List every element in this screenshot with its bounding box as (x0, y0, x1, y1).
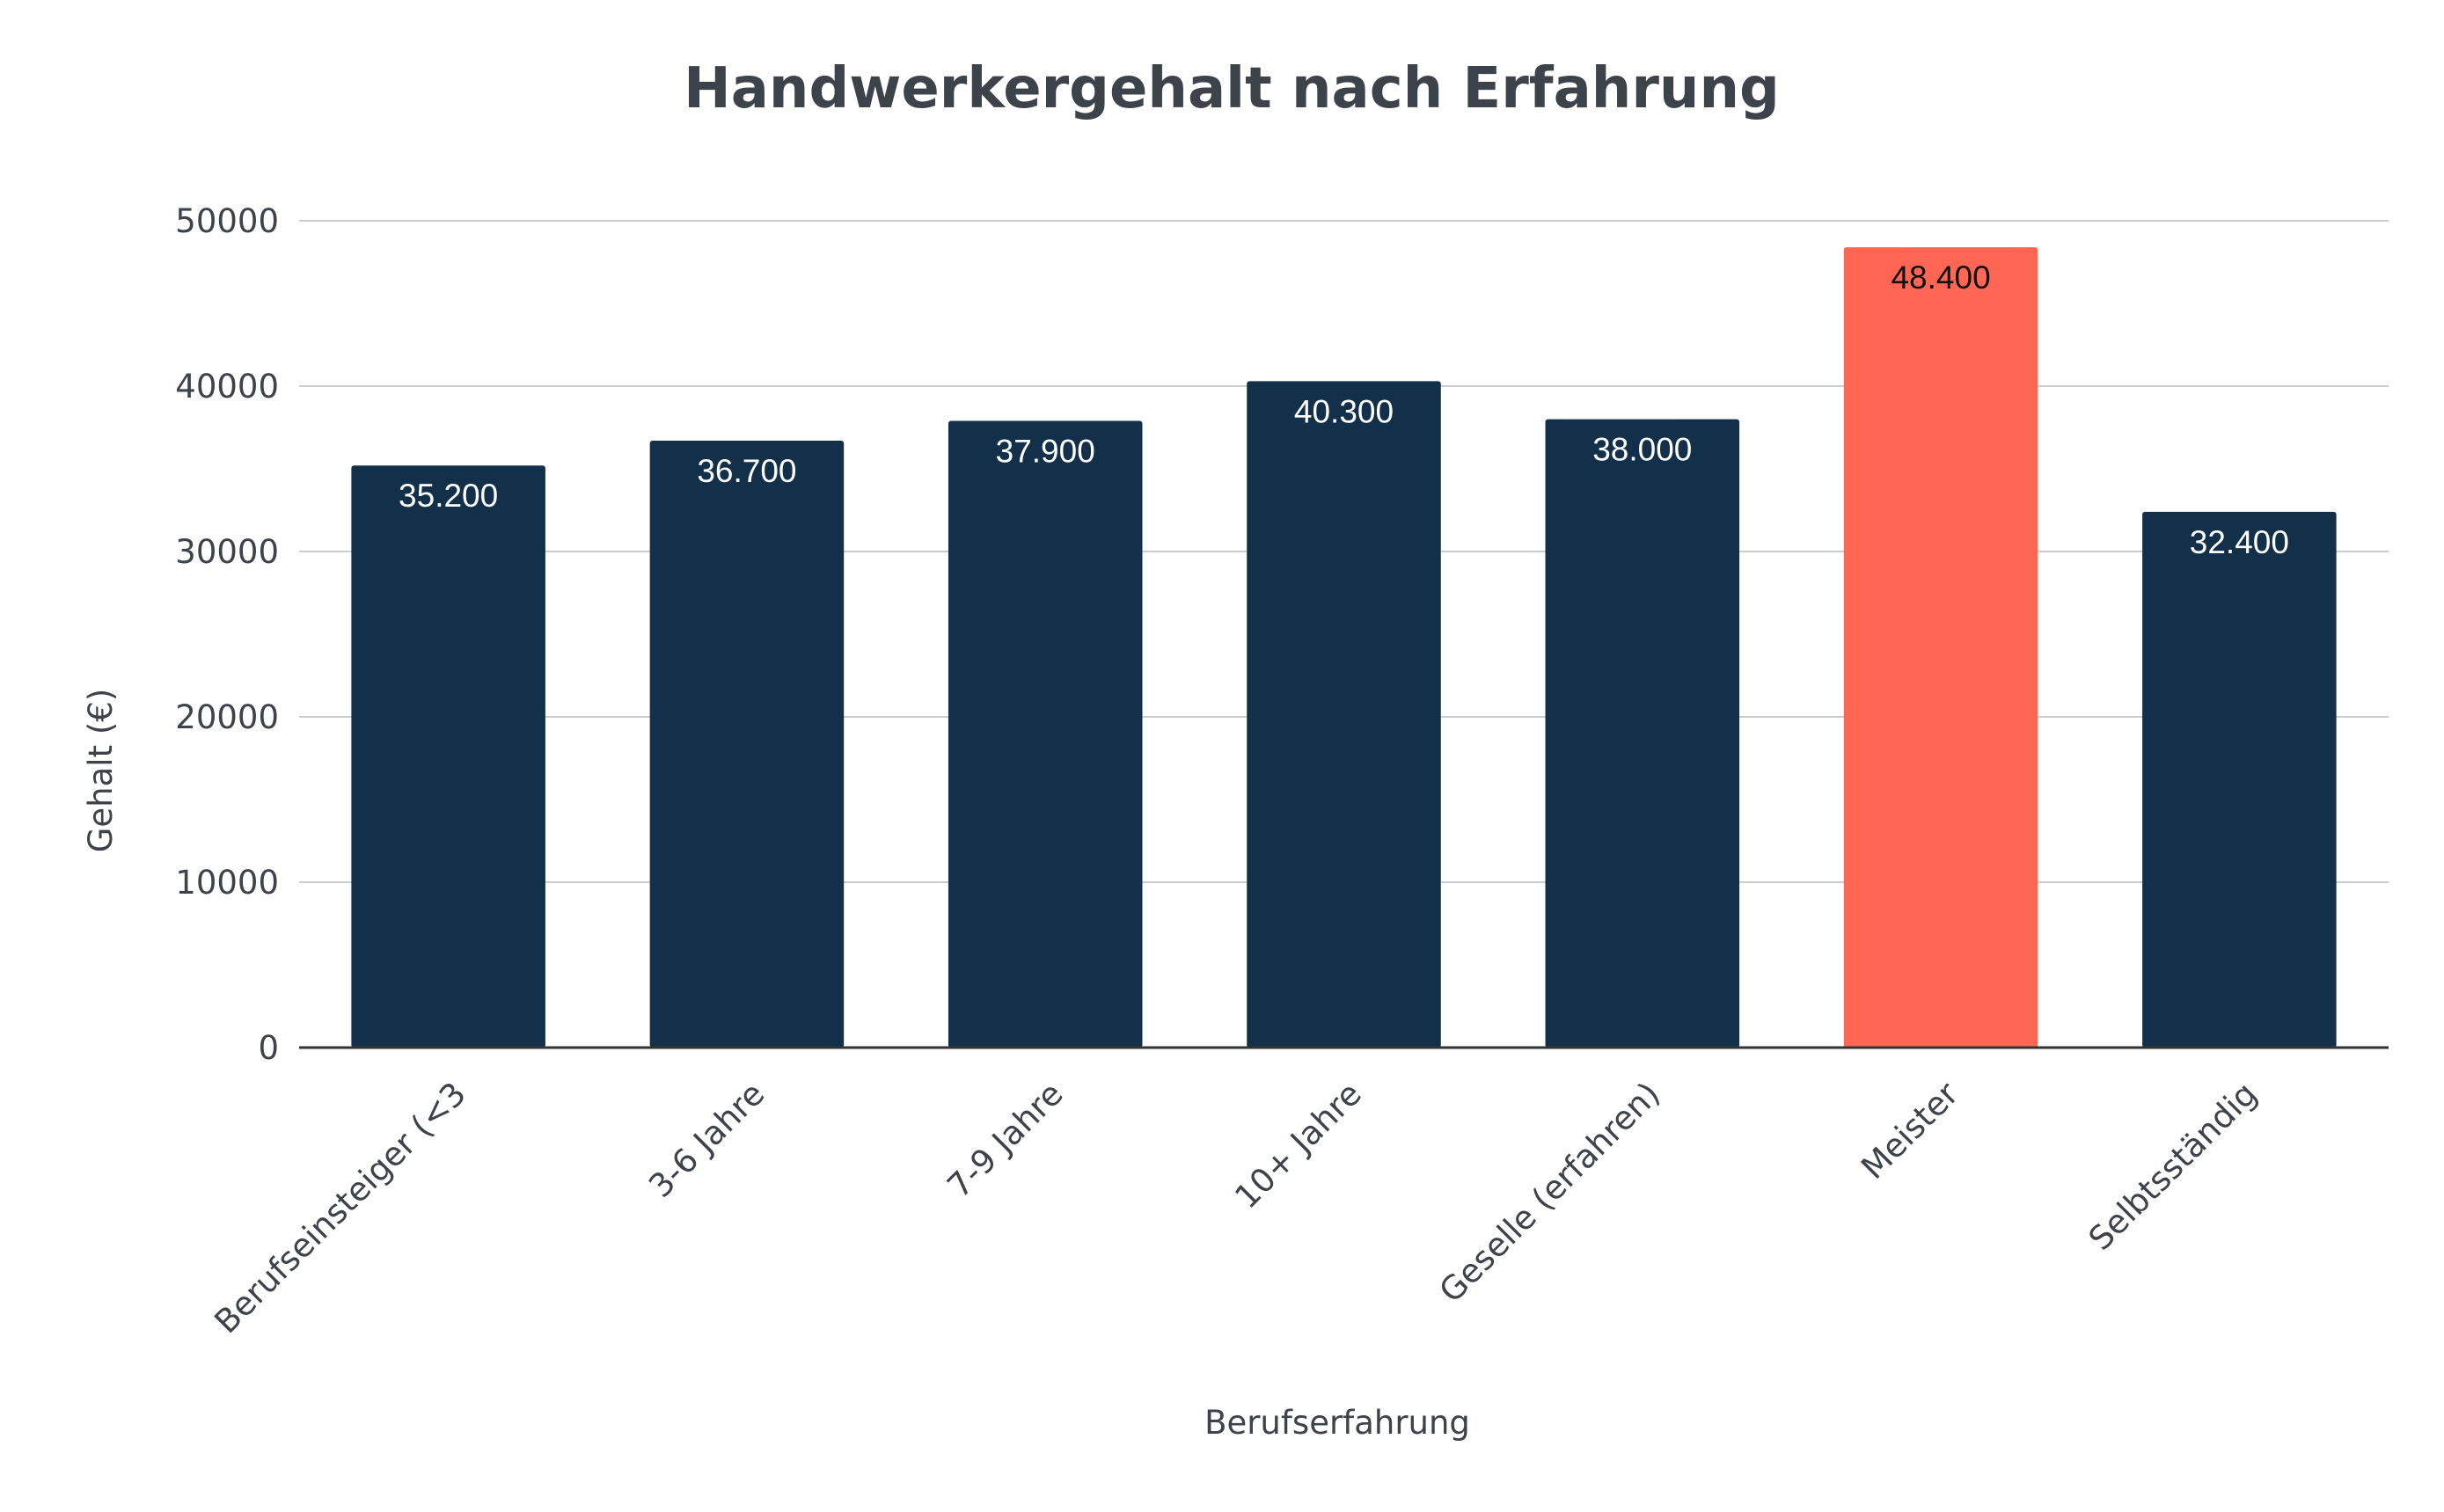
bar-data-label: 38.000 (1592, 432, 1692, 468)
y-tick-label: 0 (258, 1029, 279, 1067)
chart-title: Handwerkergehalt nach Erfahrung (684, 56, 1780, 121)
bar (1843, 247, 2038, 1048)
x-axis-title: Berufserfahrung (1204, 1404, 1470, 1442)
x-tick-label: Meister (1854, 1074, 1966, 1187)
bar-data-label: 37.900 (996, 433, 1095, 469)
x-tick-label: Selbtsständig (2082, 1075, 2265, 1258)
y-tick-label: 40000 (175, 368, 279, 405)
bar-data-label: 48.400 (1891, 259, 1990, 296)
y-axis-title: Gehalt (€) (82, 689, 120, 853)
bar (2142, 511, 2337, 1048)
bar-data-label: 35.200 (399, 478, 498, 514)
x-axis-ticks: Berufseinsteiger (<3 3-6 Jahre 7-9 Jahre 10… (208, 1074, 2265, 1340)
bar-data-label: 32.400 (2190, 524, 2289, 560)
y-tick-label: 30000 (175, 533, 279, 571)
bars (351, 247, 2337, 1048)
bar-data-label: 36.700 (697, 453, 796, 489)
y-tick-label: 20000 (175, 698, 279, 736)
bar-data-label: 40.300 (1294, 393, 1394, 429)
bar (351, 465, 545, 1048)
y-tick-label: 10000 (175, 864, 279, 902)
x-tick-label: 3-6 Jahre (641, 1075, 772, 1205)
y-tick-label: 50000 (175, 202, 279, 240)
x-tick-label: 10+ Jahre (1227, 1075, 1369, 1216)
x-tick-label: Geselle (erfahren) (1432, 1075, 1667, 1310)
x-tick-label: Berufseinsteiger (<3 (208, 1075, 473, 1340)
bar-data-labels: 35.200 36.700 37.900 40.300 38.000 48.400 32.4… (399, 259, 2289, 560)
bar (1247, 381, 1441, 1048)
bar (649, 441, 845, 1048)
y-axis-ticks: 0 10000 20000 30000 40000 50000 (175, 202, 279, 1067)
x-tick-label: 7-9 Jahre (940, 1075, 1071, 1205)
bar (948, 420, 1143, 1048)
bar (1545, 419, 1740, 1048)
